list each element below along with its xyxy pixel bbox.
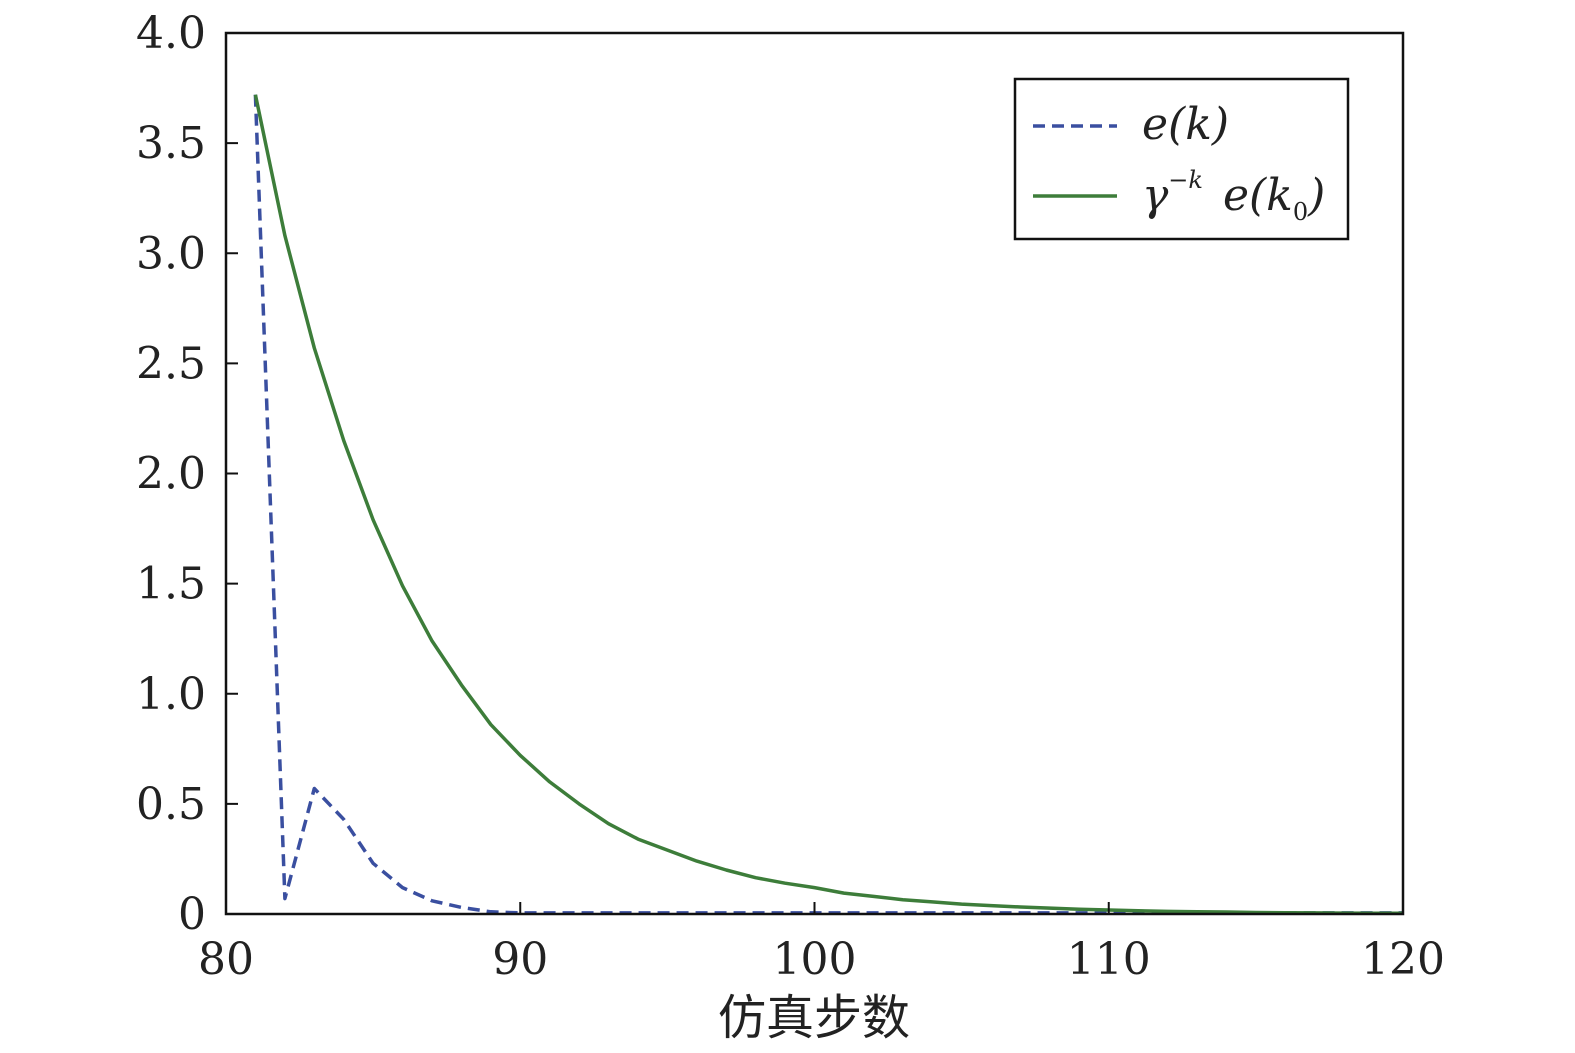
legend-label-e-k: e(k): [1142, 99, 1229, 150]
x-tick-label: 80: [198, 934, 254, 985]
y-tick-label: 2.0: [136, 449, 206, 500]
legend-box: [1013, 77, 1350, 241]
series-line-gamma-e-k0: [253, 94, 1403, 916]
ticks-layer: 80 90 100 110 120 0 0.5 1.0 1.5 2.0 2.5 3.0 3.5 4.0: [136, 8, 1445, 985]
y-tick-label: 4.0: [136, 8, 206, 59]
x-tick-label: 90: [492, 934, 548, 985]
x-axis-label: 仿真步数: [718, 990, 910, 1046]
legend-close-paren: ): [1307, 170, 1325, 221]
legend-gamma: γ: [1142, 170, 1169, 221]
legend-label-gamma-e-k0: γ−k e(k0): [1142, 166, 1325, 226]
y-tick-label: 0: [178, 889, 206, 940]
legend-subscript: 0: [1293, 198, 1308, 226]
y-tick-label: 1.5: [136, 559, 206, 610]
x-tick-label: 100: [773, 934, 857, 985]
legend: e(k) γ−k e(k0): [1013, 77, 1350, 241]
legend-e-k: e(k: [1223, 170, 1293, 221]
y-tick-label: 0.5: [136, 779, 206, 830]
y-tick-label: 1.0: [136, 669, 206, 720]
x-tick-label: 110: [1067, 934, 1151, 985]
legend-superscript: −k: [1168, 166, 1203, 194]
y-tick-label: 3.0: [136, 228, 206, 279]
x-tick-label: 120: [1361, 934, 1445, 985]
y-tick-label: 2.5: [136, 338, 206, 389]
y-tick-label: 3.5: [136, 118, 206, 169]
